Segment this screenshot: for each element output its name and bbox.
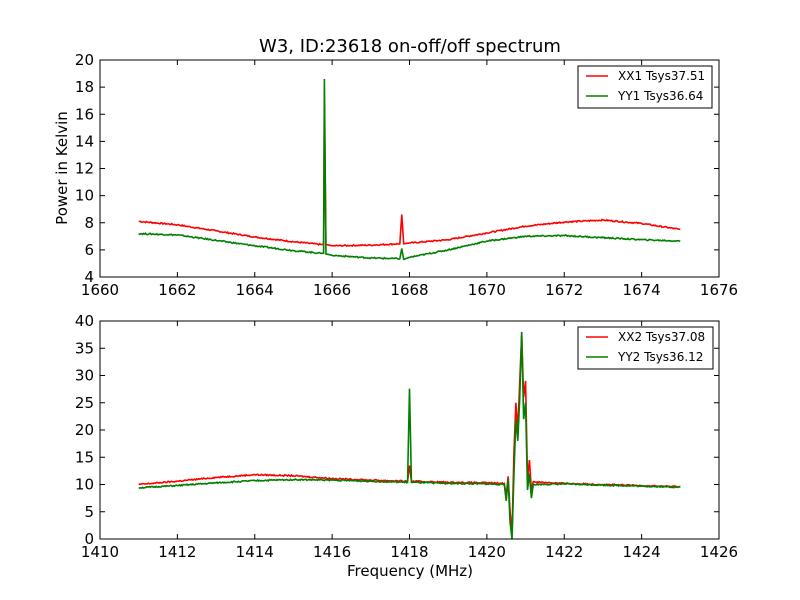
x-tick-label: 1676: [700, 281, 738, 299]
y-tick-label: 12: [75, 160, 94, 178]
x-tick-label: 1674: [623, 281, 661, 299]
y-tick-label: 40: [75, 312, 94, 330]
legend-box: [577, 65, 713, 109]
x-tick-label: 1418: [390, 543, 428, 561]
y-tick-label: 0: [84, 530, 94, 548]
plot-title: W3, ID:23618 on-off/off spectrum: [259, 36, 561, 57]
y-tick-label: 20: [75, 51, 94, 69]
subplot-top: W3, ID:23618 on-off/off spectrum Power i…: [53, 36, 738, 299]
x-tick-label: 1670: [468, 281, 506, 299]
x-tick-label: 1660: [81, 281, 119, 299]
x-tick-label: 1424: [623, 543, 661, 561]
y-tick-label: 14: [75, 132, 94, 150]
series-line-2: [138, 331, 681, 540]
y-tick-label: 10: [75, 187, 94, 205]
y-tick-label: 8: [84, 214, 94, 232]
x-tick-label: 1666: [313, 281, 351, 299]
plot-area-bottom: 1410 1412 1414 1416 1418 1420 1422 1424 1426 0 5 10…: [75, 312, 738, 561]
x-tick-label: 1662: [158, 281, 196, 299]
x-tick-label: 1426: [700, 543, 738, 561]
y-tick-label: 30: [75, 367, 94, 385]
series-line-1: [138, 334, 681, 534]
x-tick-label: 1668: [390, 281, 428, 299]
y-tick-label: 18: [75, 78, 94, 96]
legend-label: YY2 Tsys36.12: [617, 350, 703, 364]
y-axis-label: Power in Kelvin: [53, 111, 71, 225]
y-tick-label: 10: [75, 476, 94, 494]
series-line-2: [138, 78, 681, 261]
plot-area-top: 1660 1662 1664 1666 1668 1670 1672 1674 1676 4 6 8 1…: [75, 51, 738, 299]
x-tick-label: 1410: [81, 543, 119, 561]
x-axis-label: Frequency (MHz): [347, 562, 473, 580]
y-tick-label: 6: [84, 241, 94, 259]
legend: XX2 Tsys37.08 YY2 Tsys36.12: [577, 326, 714, 370]
y-tick-label: 5: [84, 503, 94, 521]
legend-label: YY1 Tsys36.64: [617, 89, 703, 103]
x-tick-label: 1422: [545, 543, 583, 561]
legend-label: XX2 Tsys37.08: [618, 330, 705, 344]
legend-label: XX1 Tsys37.51: [618, 69, 705, 83]
y-tick-label: 16: [75, 105, 94, 123]
legend: XX1 Tsys37.51 YY1 Tsys36.64: [577, 65, 713, 109]
x-tick-label: 1414: [236, 543, 274, 561]
y-tick-label: 4: [84, 268, 94, 286]
x-tick-label: 1412: [158, 543, 196, 561]
x-tick-label: 1416: [313, 543, 351, 561]
x-tick-label: 1672: [545, 281, 583, 299]
series-line-1: [138, 103, 681, 248]
y-tick-label: 15: [75, 448, 94, 466]
legend-box: [577, 326, 714, 370]
x-tick-label: 1664: [236, 281, 274, 299]
x-tick-label: 1420: [468, 543, 506, 561]
subplot-bottom: Frequency (MHz) 1410 1412 1414 1416 1418 1420…: [75, 312, 738, 580]
y-tick-label: 35: [75, 339, 94, 357]
y-tick-label: 20: [75, 421, 94, 439]
y-tick-label: 25: [75, 394, 94, 412]
